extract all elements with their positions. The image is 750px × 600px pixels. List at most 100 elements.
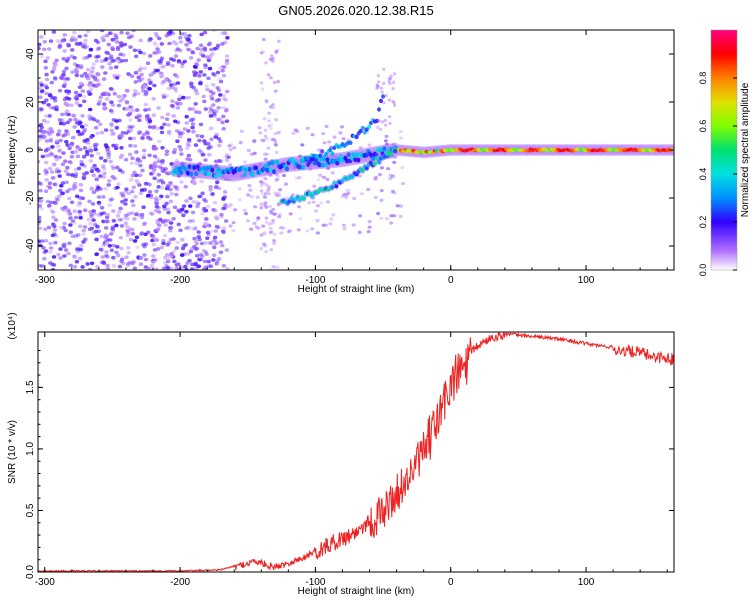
noise-cell [205,236,210,240]
ridge-core [174,166,179,172]
noise-cell [39,125,44,130]
noise-cell [129,161,134,166]
x-tick-label: 0 [448,275,454,286]
noise-cell [177,94,183,98]
noise-cell [95,47,101,52]
noise-cell [110,103,116,107]
noise-cell [267,111,272,115]
noise-cell [62,221,67,226]
noise-cell [124,100,130,104]
noise-cell [228,163,233,167]
noise-cell [57,88,63,93]
noise-cell [233,208,238,212]
noise-cell [68,161,74,165]
noise-cell [49,80,54,85]
noise-cell [268,57,273,61]
noise-cell [228,224,233,228]
chart-title: GN05.2026.020.12.38.R15 [278,3,433,18]
ridge-core [371,156,376,162]
noise-cell [127,111,133,116]
ridge-core [346,152,351,158]
noise-cell [175,139,180,143]
noise-cell [391,189,395,193]
noise-cell [131,30,136,33]
noise-cell [179,152,184,156]
noise-cell [117,60,122,64]
noise-cell [139,215,145,220]
noise-cell [94,83,99,88]
noise-cell [197,138,202,143]
ridge-core [349,155,354,161]
noise-cell [380,90,384,94]
noise-cell [189,81,194,86]
ridge-core [203,171,208,177]
noise-cell [169,225,174,230]
ridge-core [356,157,361,163]
noise-cell [57,174,62,178]
noise-cell [110,164,115,168]
noise-cell [252,139,257,143]
noise-cell [207,66,213,71]
noise-cell [154,267,159,270]
noise-cell [262,232,267,236]
noise-cell [88,210,93,214]
noise-cell [221,264,227,268]
noise-cell [378,173,382,177]
noise-cell [146,193,151,198]
noise-cell [61,151,66,155]
noise-cell [130,232,136,236]
noise-cell [39,54,44,59]
noise-cell [101,219,106,224]
noise-cell [96,46,102,50]
noise-cell [285,196,290,200]
noise-cell [134,173,139,178]
noise-cell [57,194,62,198]
noise-cell [44,72,49,77]
ridge-core [353,157,358,163]
noise-cell [50,70,55,74]
noise-cell [38,134,43,139]
noise-cell [104,250,109,254]
noise-cell [159,73,164,77]
noise-cell [103,58,108,62]
noise-cell [224,107,229,112]
noise-cell [65,211,70,216]
noise-cell [214,109,219,114]
noise-cell [91,173,96,178]
noise-cell [109,31,115,36]
noise-cell [64,109,70,113]
noise-cell [89,70,95,74]
noise-cell [68,216,73,220]
noise-cell [215,259,220,264]
noise-cell [125,89,130,93]
ridge-core [360,125,365,131]
noise-cell [174,187,180,192]
noise-cell [165,62,171,66]
noise-cell [314,209,319,213]
noise-cell [159,125,164,130]
noise-cell [220,243,225,248]
noise-cell [388,115,392,119]
noise-cell [146,38,152,43]
noise-cell [390,174,395,178]
ridge-core [241,165,246,171]
noise-cell [386,167,391,171]
noise-cell [75,64,80,68]
noise-cell [88,267,93,270]
noise-cell [269,76,273,80]
noise-cell [46,225,52,230]
noise-cell [88,221,93,226]
ridge-core [187,164,192,170]
noise-cell [45,120,50,124]
noise-cell [284,182,288,186]
noise-cell [276,131,281,135]
noise-cell [117,264,123,269]
noise-cell [258,162,262,166]
noise-cell [148,54,153,58]
noise-cell [60,112,65,117]
noise-cell [273,131,278,136]
x-tick-label: 0 [448,577,454,588]
noise-cell [123,213,129,218]
noise-cell [297,154,302,158]
noise-cell [116,182,121,186]
